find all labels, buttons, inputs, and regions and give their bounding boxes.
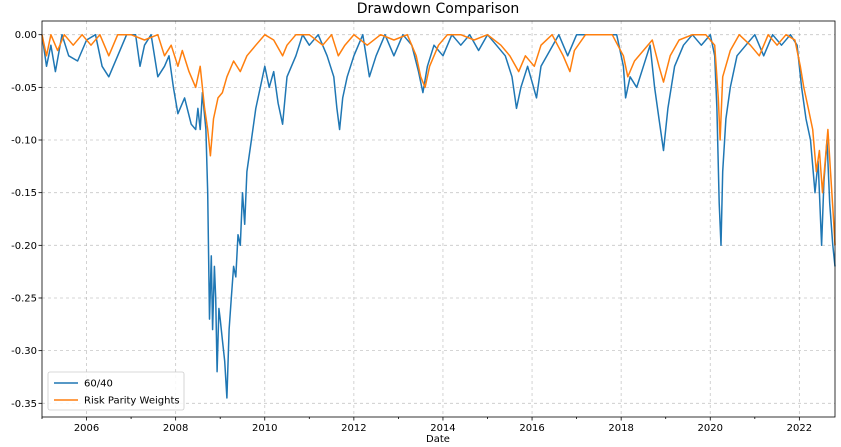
y-tick-label: -0.25: [11, 293, 37, 304]
x-tick-label: 2010: [252, 423, 277, 434]
x-tick-label: 2016: [519, 423, 544, 434]
x-tick-label: 2014: [430, 423, 455, 434]
y-tick-label: -0.35: [11, 399, 37, 410]
chart-title: Drawdown Comparison: [357, 1, 520, 17]
x-tick-label: 2012: [341, 423, 366, 434]
axis-ticks: 0.00 -0.05 -0.10 -0.15 -0.20 -0.25 -0.30 -0.35 2…: [11, 30, 812, 434]
legend-label: Risk Parity Weights: [84, 396, 180, 407]
series-line-60-40: [41, 33, 836, 399]
x-tick-label: 2006: [74, 423, 99, 434]
x-tick-label: 2022: [787, 423, 812, 434]
series-line-risk-parity: [41, 33, 836, 246]
y-tick-label: -0.20: [11, 241, 37, 252]
y-tick-label: -0.15: [11, 188, 37, 199]
x-tick-label: 2020: [698, 423, 723, 434]
x-axis-label: Date: [426, 434, 450, 445]
y-tick-label: -0.30: [11, 346, 37, 357]
legend-box: [47, 371, 185, 411]
x-tick-label: 2008: [163, 423, 188, 434]
x-tick-label: 2018: [608, 423, 633, 434]
legend: 60/40 Risk Parity Weights: [47, 371, 185, 411]
y-tick-label: -0.05: [11, 83, 37, 94]
plot-series: [41, 33, 836, 399]
grid-lines: [42, 21, 835, 417]
plot-frame: [41, 20, 836, 418]
y-tick-label: -0.10: [11, 136, 37, 147]
y-tick-label: 0.00: [15, 30, 37, 41]
legend-label: 60/40: [84, 379, 113, 390]
